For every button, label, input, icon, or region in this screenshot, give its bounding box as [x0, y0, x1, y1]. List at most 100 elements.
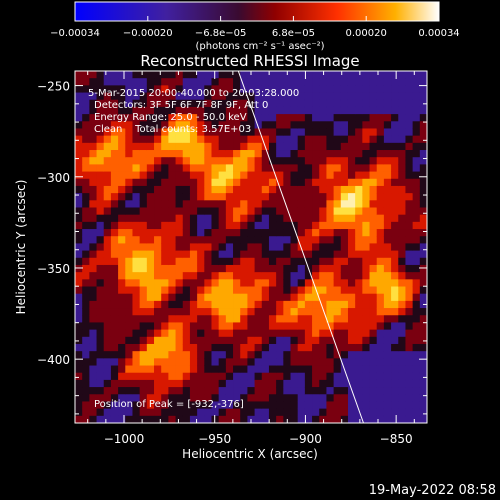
heatmap-cell	[218, 236, 227, 244]
heatmap-cell	[319, 351, 327, 359]
heatmap-cell	[362, 150, 370, 158]
heatmap-cell	[125, 92, 133, 101]
heatmap-cell	[347, 214, 356, 223]
heatmap-cell	[225, 401, 234, 410]
heatmap-cell	[333, 214, 342, 223]
heatmap-cell	[369, 200, 378, 208]
heatmap-cell	[197, 358, 205, 366]
heatmap-cell	[75, 78, 83, 86]
heatmap-cell	[189, 322, 198, 331]
heatmap-cell	[276, 415, 284, 423]
heatmap-cell	[247, 236, 255, 244]
heatmap-cell	[146, 193, 155, 201]
heatmap-cell	[182, 71, 191, 79]
heatmap-cell	[297, 214, 306, 223]
heatmap-cell	[340, 114, 349, 122]
heatmap-cell	[319, 394, 327, 402]
heatmap-cell	[182, 207, 191, 216]
heatmap-cell	[154, 415, 162, 423]
heatmap-cell	[383, 99, 392, 108]
heatmap-cell	[146, 207, 155, 216]
heatmap-cell	[326, 308, 335, 316]
heatmap-cell	[391, 243, 399, 251]
heatmap-cell	[333, 229, 342, 237]
heatmap-cell	[146, 171, 155, 180]
heatmap-cell	[146, 272, 155, 280]
heatmap-cell	[110, 315, 119, 323]
heatmap-cell	[233, 358, 241, 366]
heatmap-cell	[146, 92, 155, 101]
heatmap-cell	[419, 343, 427, 352]
heatmap-cell	[412, 293, 421, 302]
heatmap-cell	[96, 300, 105, 309]
colorbar-tick-label: 6.8e−05	[272, 28, 315, 39]
heatmap-cell	[319, 243, 327, 251]
heatmap-cell	[218, 372, 227, 381]
heatmap-cell	[290, 71, 299, 79]
heatmap-cell	[197, 78, 205, 86]
heatmap-cell	[369, 300, 378, 309]
heatmap-cell	[340, 128, 349, 137]
heatmap-cell	[175, 387, 184, 395]
x-tick-labels: −1000 −950 −900 −850	[104, 432, 413, 446]
heatmap-cell	[405, 257, 414, 266]
heatmap-cell	[254, 99, 263, 108]
heatmap-cell	[225, 236, 234, 244]
heatmap-cell	[376, 92, 385, 101]
heatmap-cell	[362, 243, 370, 251]
heatmap-cell	[362, 315, 370, 323]
heatmap-cell	[383, 164, 392, 172]
heatmap-cell	[340, 193, 349, 201]
heatmap-cell	[383, 200, 392, 208]
heatmap-cell	[197, 401, 205, 410]
heatmap-cell	[211, 207, 220, 216]
heatmap-cell	[276, 114, 284, 122]
heatmap-cell	[398, 387, 406, 395]
heatmap-cell	[319, 214, 327, 223]
heatmap-cell	[412, 351, 421, 359]
heatmap-cell	[110, 214, 119, 223]
heatmap-cell	[103, 221, 112, 230]
heatmap-cell	[96, 351, 105, 359]
heatmap-cell	[290, 106, 299, 115]
heatmap-cell	[82, 71, 90, 79]
heatmap-cell	[326, 142, 335, 151]
heatmap-cell	[304, 164, 313, 172]
heatmap-cell	[340, 394, 349, 402]
heatmap-cell	[290, 300, 299, 309]
heatmap-cell	[103, 415, 112, 423]
heatmap-cell	[304, 178, 313, 187]
heatmap-cell	[125, 193, 133, 201]
heatmap-cell	[154, 71, 162, 79]
heatmap-cell	[362, 308, 370, 316]
heatmap-cell	[247, 178, 255, 187]
heatmap-cell	[82, 401, 90, 410]
heatmap-cell	[161, 415, 169, 423]
heatmap-cell	[268, 142, 277, 151]
heatmap-cell	[154, 279, 162, 287]
heatmap-cell	[75, 185, 83, 194]
heatmap-cell	[139, 329, 148, 338]
heatmap-cell	[233, 308, 241, 316]
heatmap-cell	[290, 214, 299, 223]
heatmap-cell	[89, 164, 97, 172]
heatmap-cell	[89, 236, 97, 244]
heatmap-cell	[412, 343, 421, 352]
heatmap-cell	[398, 121, 406, 129]
heatmap-cell	[362, 379, 370, 388]
heatmap-cell	[304, 78, 313, 86]
heatmap-cell	[276, 408, 284, 417]
heatmap-cell	[189, 336, 198, 345]
heatmap-cell	[355, 243, 363, 251]
heatmap-cell	[175, 264, 184, 273]
heatmap-cell	[290, 78, 299, 86]
heatmap-cell	[304, 200, 313, 208]
heatmap-cell	[297, 343, 306, 352]
heatmap-cell	[233, 106, 241, 115]
heatmap-cell	[347, 221, 356, 230]
heatmap-cell	[247, 128, 255, 137]
heatmap-cell	[412, 185, 421, 194]
heatmap-cell	[103, 379, 112, 388]
heatmap-cell	[369, 365, 378, 374]
heatmap-cell	[297, 315, 306, 323]
